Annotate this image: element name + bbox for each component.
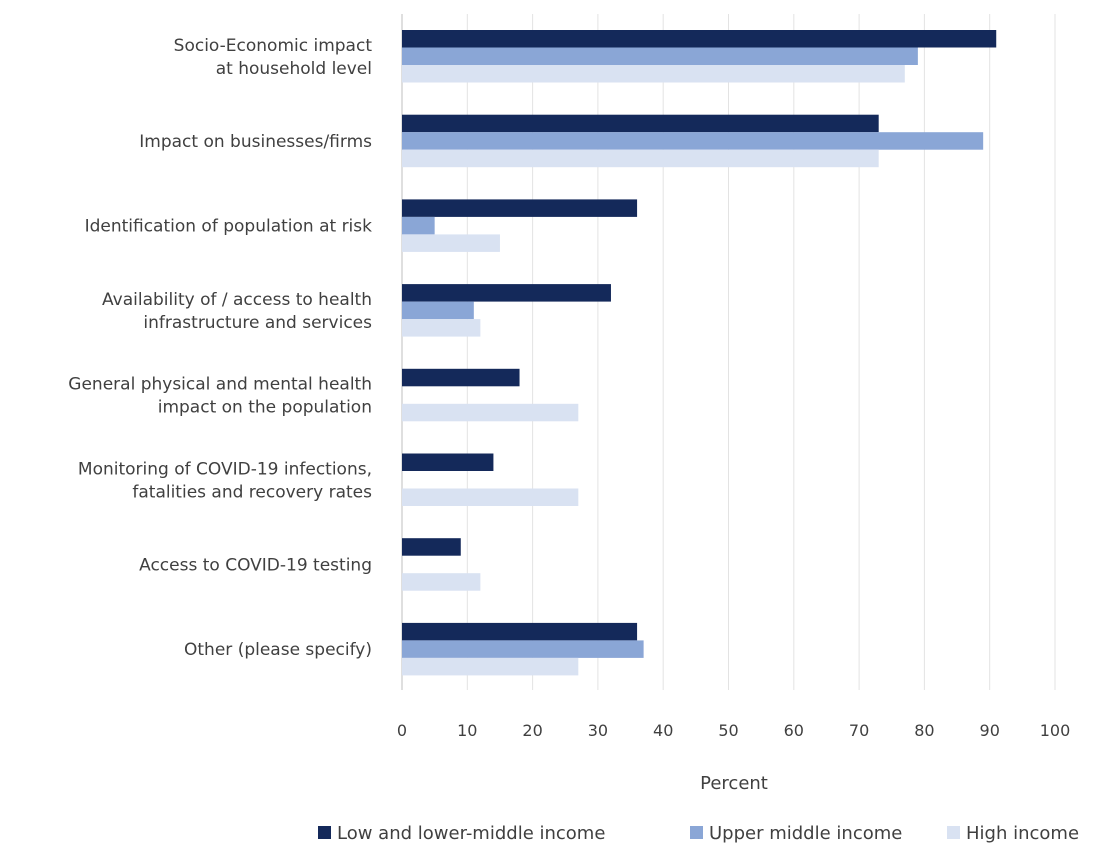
bar-low-and-lower-middle-income [402, 30, 997, 48]
bar-low-and-lower-middle-income [402, 284, 611, 302]
bar-high-income [402, 234, 500, 252]
x-tick-label: 100 [1040, 721, 1071, 740]
bar-high-income [402, 573, 481, 591]
x-tick-label: 0 [397, 721, 407, 740]
bar-upper-middle-income [402, 640, 644, 658]
bar-high-income [402, 65, 905, 83]
legend-swatch [947, 826, 960, 839]
category-label: General physical and mental health [68, 375, 372, 395]
x-tick-label: 50 [718, 721, 738, 740]
bar-high-income [402, 149, 879, 168]
x-tick-label: 20 [522, 721, 542, 740]
category-label: infrastructure and services [143, 313, 372, 333]
category-label: Access to COVID-19 testing [139, 555, 372, 575]
bar-low-and-lower-middle-income [402, 368, 520, 387]
category-label: at household level [216, 59, 372, 79]
legend: Low and lower-middle income Upper middle … [318, 823, 1079, 844]
x-tick-label: 10 [457, 721, 477, 740]
bar-upper-middle-income [402, 132, 984, 150]
x-tick-labels: 0 10 20 30 40 50 60 70 80 90 100 [397, 721, 1070, 740]
x-tick-label: 80 [914, 721, 934, 740]
legend-label: High income [966, 823, 1079, 844]
legend-swatch [690, 826, 703, 839]
x-tick-label: 90 [980, 721, 1000, 740]
category-label: fatalities and recovery rates [132, 482, 372, 502]
legend-label: Low and lower-middle income [337, 823, 605, 844]
bar-high-income [402, 657, 579, 676]
legend-label: Upper middle income [709, 823, 902, 844]
category-label: Other (please specify) [184, 640, 372, 660]
bar-high-income [402, 403, 579, 422]
legend-swatch [318, 826, 331, 839]
bar-upper-middle-income [402, 47, 918, 65]
x-tick-label: 70 [849, 721, 869, 740]
bar-low-and-lower-middle-income [402, 114, 879, 133]
bar-upper-middle-income [402, 216, 435, 235]
x-tick-label: 30 [588, 721, 608, 740]
category-label: impact on the population [158, 398, 372, 418]
bar-low-and-lower-middle-income [402, 538, 461, 556]
category-label: Impact on businesses/firms [139, 132, 372, 152]
category-label: Availability of / access to health [102, 290, 372, 310]
x-tick-label: 60 [784, 721, 804, 740]
bar-high-income [402, 319, 481, 337]
x-tick-label: 40 [653, 721, 673, 740]
category-label: Socio-Economic impact [174, 36, 373, 56]
bar-upper-middle-income [402, 301, 474, 320]
x-axis-title: Percent [700, 773, 768, 794]
bar-low-and-lower-middle-income [402, 622, 638, 641]
category-label: Monitoring of COVID-19 infections, [78, 459, 372, 479]
bar-low-and-lower-middle-income [402, 453, 494, 471]
bars [402, 30, 997, 676]
bar-low-and-lower-middle-income [402, 199, 638, 217]
category-label: Identification of population at risk [85, 217, 373, 237]
bar-high-income [402, 488, 579, 506]
category-labels: Socio-Economic impact at household level I… [68, 36, 372, 660]
